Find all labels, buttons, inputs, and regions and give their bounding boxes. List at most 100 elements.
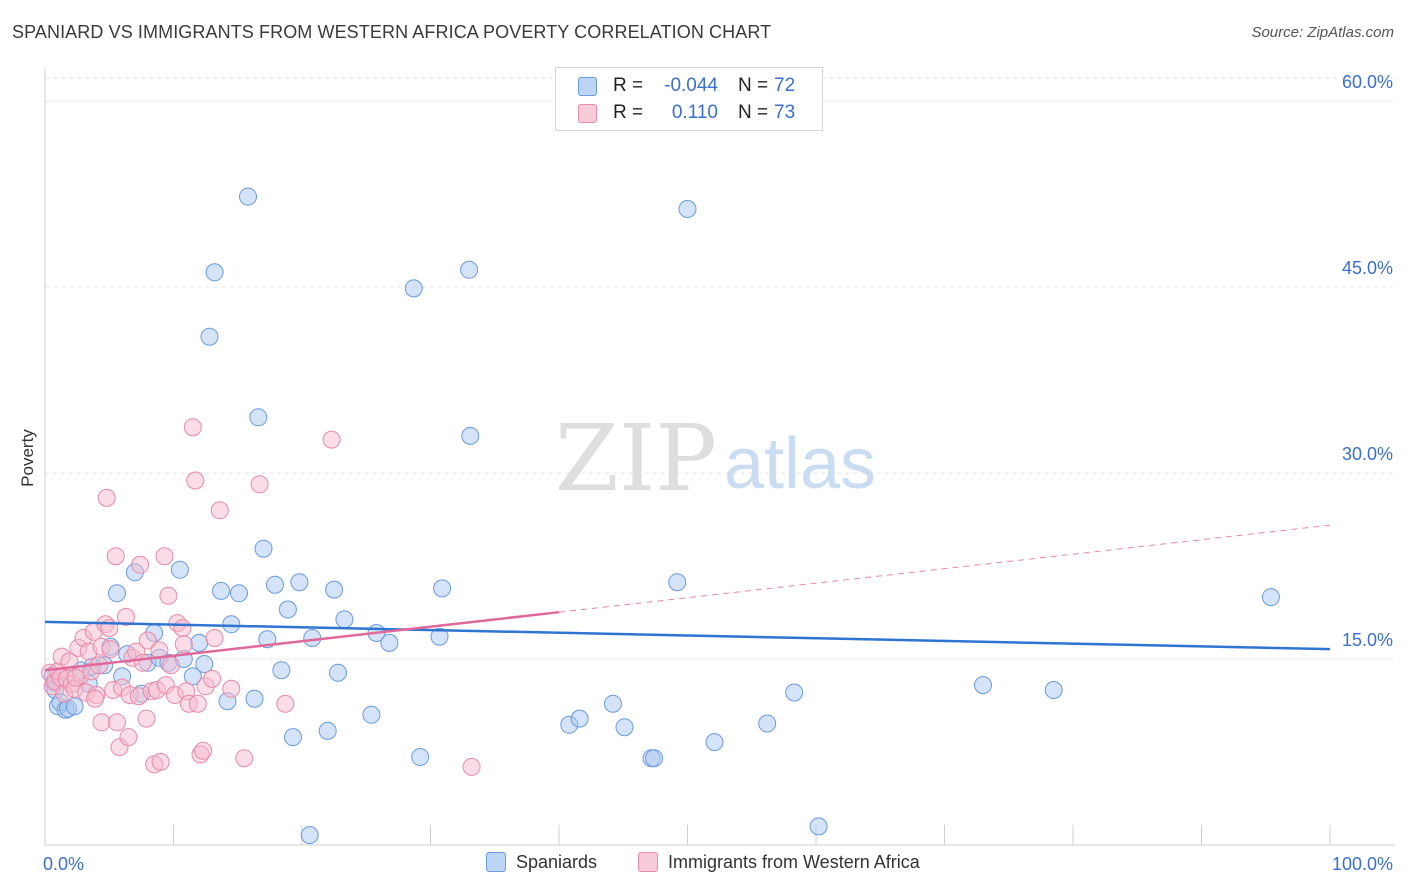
point-immigrants: [108, 713, 126, 732]
point-spaniards: [570, 709, 589, 728]
trend-lines: [44, 524, 1331, 672]
point-spaniards: [380, 633, 399, 652]
point-spaniards: [170, 560, 189, 579]
bottom-legend-swatch-pink: [638, 852, 658, 872]
point-spaniards: [758, 714, 777, 733]
legend-n-value: 73: [774, 102, 796, 123]
y-tick-label: 45.0%: [1342, 258, 1393, 278]
legend-swatch-blue: [578, 77, 597, 96]
point-immigrants: [186, 471, 205, 490]
trend-line-immigrants: [44, 610, 560, 672]
point-spaniards: [335, 610, 354, 629]
point-immigrants: [188, 694, 207, 713]
point-immigrants: [235, 749, 254, 768]
legend-swatch-pink: [578, 104, 597, 123]
point-immigrants: [222, 679, 241, 698]
axis-labels: 15.0% 30.0% 45.0% 60.0% 0.0% 100.0% Poverty: [18, 72, 1393, 874]
point-spaniards: [254, 539, 273, 558]
point-spaniards: [183, 667, 202, 686]
point-spaniards: [300, 826, 319, 845]
point-immigrants: [86, 689, 105, 708]
point-spaniards: [200, 327, 219, 346]
point-spaniards: [303, 629, 322, 647]
point-spaniards: [809, 817, 828, 836]
axes: [44, 68, 1395, 846]
point-spaniards: [205, 263, 224, 282]
data-points: [41, 187, 1280, 845]
point-spaniards: [705, 733, 724, 752]
point-spaniards: [785, 683, 804, 702]
point-spaniards: [974, 676, 992, 695]
bottom-legend-label-immigrants: Immigrants from Western Africa: [668, 852, 920, 872]
point-spaniards: [318, 721, 337, 740]
point-spaniards: [430, 627, 449, 646]
grid-lines: [45, 77, 1395, 660]
point-immigrants: [205, 629, 224, 647]
point-spaniards: [615, 718, 634, 737]
point-spaniards: [678, 200, 697, 218]
legend-r-value: 0.110: [671, 102, 718, 123]
point-immigrants: [151, 752, 170, 771]
point-spaniards: [461, 426, 480, 445]
point-immigrants: [133, 653, 152, 672]
point-immigrants: [161, 656, 180, 675]
legend-n-label: N =: [738, 75, 769, 96]
point-spaniards: [290, 573, 309, 592]
x-tick-label-max: 100.0%: [1332, 854, 1393, 874]
point-immigrants: [119, 728, 138, 747]
point-immigrants: [174, 635, 193, 654]
trend-line-immigrants-extension: [558, 524, 1331, 613]
y-tick-label: 60.0%: [1342, 72, 1393, 92]
watermark-zip: ZIP: [555, 405, 717, 512]
legend-r-label: R =: [613, 102, 644, 123]
x-tick-label-min: 0.0%: [43, 854, 84, 874]
point-immigrants: [173, 619, 192, 638]
point-spaniards: [230, 584, 248, 603]
point-spaniards: [404, 279, 423, 298]
point-spaniards: [1261, 588, 1280, 607]
point-spaniards: [212, 581, 230, 600]
point-spaniards: [645, 749, 664, 768]
legend-n-value: 72: [774, 75, 796, 96]
point-spaniards: [249, 408, 268, 427]
point-spaniards: [460, 260, 479, 279]
point-immigrants: [101, 640, 120, 659]
bottom-legend-label-spaniards: Spaniards: [516, 852, 598, 872]
point-spaniards: [329, 663, 347, 682]
point-immigrants: [322, 430, 341, 449]
point-spaniards: [411, 748, 430, 766]
watermark-atlas: atlas: [724, 424, 876, 504]
point-immigrants: [159, 586, 178, 605]
point-spaniards: [284, 728, 302, 747]
point-spaniards: [278, 600, 297, 619]
point-immigrants: [92, 713, 111, 732]
source-label: Source: ZipAtlas.com: [1251, 24, 1394, 41]
point-immigrants: [250, 475, 269, 494]
chart-title: SPANIARD VS IMMIGRANTS FROM WESTERN AFRI…: [12, 22, 772, 42]
point-spaniards: [604, 694, 622, 713]
point-spaniards: [245, 689, 264, 708]
point-spaniards: [362, 705, 381, 724]
point-spaniards: [272, 661, 291, 680]
point-immigrants: [462, 757, 481, 776]
point-spaniards: [222, 615, 241, 634]
point-immigrants: [106, 547, 125, 566]
point-spaniards: [433, 579, 452, 598]
point-immigrants: [66, 668, 85, 687]
point-immigrants: [276, 694, 295, 713]
y-axis-title: Poverty: [18, 429, 37, 487]
point-spaniards: [195, 655, 214, 673]
point-immigrants: [150, 641, 169, 660]
watermark: ZIP atlas: [555, 405, 876, 512]
legend-r-label: R =: [613, 75, 644, 96]
point-immigrants: [155, 547, 174, 566]
point-immigrants: [137, 709, 156, 728]
point-spaniards: [668, 573, 687, 592]
legend-r-value: -0.044: [664, 75, 718, 96]
legend-n-label: N =: [738, 102, 769, 123]
point-immigrants: [203, 669, 222, 688]
point-spaniards: [325, 580, 344, 599]
bottom-legend-immigrants: Immigrants from Western Africa: [638, 852, 920, 873]
point-spaniards: [1044, 681, 1063, 699]
point-immigrants: [117, 607, 135, 626]
